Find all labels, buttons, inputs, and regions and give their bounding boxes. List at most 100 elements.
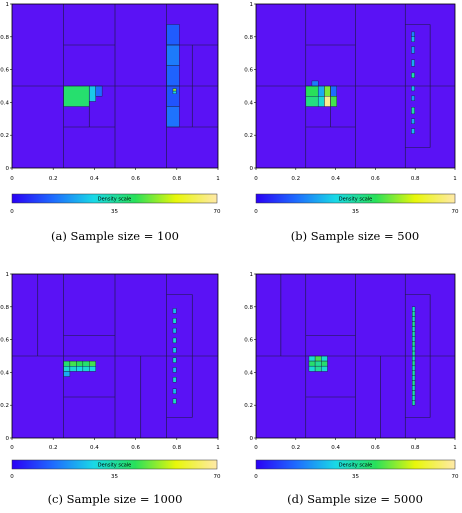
density-cell: [411, 128, 415, 134]
density-cell: [412, 400, 416, 406]
density-cell: [324, 85, 331, 97]
plot-frame: [255, 3, 456, 169]
plot-frame: [11, 273, 219, 439]
density-cell: [166, 44, 180, 66]
density-cell: [172, 337, 177, 344]
x-tick-label: 0.2: [291, 445, 300, 451]
x-tick-label: 0.6: [131, 176, 140, 182]
y-tick-label: 0.6: [244, 338, 253, 344]
density-cell: [172, 327, 177, 334]
density-cell: [412, 316, 416, 322]
y-tick-label: 1: [6, 2, 10, 8]
density-cell: [412, 326, 416, 332]
density-cell: [330, 96, 337, 107]
x-tick-label: 0.2: [49, 176, 58, 182]
density-cell: [89, 85, 96, 102]
colorbar-tick-label: 35: [111, 209, 118, 215]
density-cell: [321, 360, 328, 367]
density-cell: [172, 357, 177, 363]
x-tick-label: 0.4: [90, 445, 99, 451]
y-tick-label: 1: [250, 2, 254, 8]
density-cell: [411, 31, 415, 37]
x-tick-label: 0: [254, 445, 258, 451]
density-cell: [412, 341, 416, 347]
density-cell: [412, 306, 416, 312]
x-tick-label: 1: [216, 176, 220, 182]
colorbar: [11, 459, 218, 470]
colorbar-title: Density scale: [98, 462, 131, 468]
y-tick-label: 0.8: [244, 305, 253, 311]
y-tick-label: 0: [250, 436, 254, 442]
density-cell: [412, 370, 416, 376]
panel-caption: (c) Sample size = 1000: [48, 492, 183, 506]
panel-caption: (a) Sample size = 100: [51, 229, 179, 243]
colorbar-tick-label: 35: [352, 474, 359, 480]
density-cell: [412, 395, 416, 401]
x-tick-label: 0.2: [49, 445, 58, 451]
x-tick-label: 0.6: [371, 445, 380, 451]
density-cell: [308, 355, 316, 362]
y-tick-label: 0.4: [244, 370, 253, 376]
density-cell: [63, 360, 71, 367]
y-tick-label: 0.4: [244, 100, 253, 106]
density-cell: [412, 345, 416, 352]
x-tick-label: 0.4: [90, 176, 99, 182]
y-tick-label: 0.8: [244, 35, 253, 41]
colorbar-tick-label: 70: [214, 474, 221, 480]
y-tick-label: 0.6: [0, 68, 9, 74]
density-cell: [69, 366, 77, 372]
density-cell: [411, 36, 415, 42]
density-cell: [321, 355, 328, 362]
panel-b: 0 0.2 0.4 0.6 0.8 1 0 0.2 0.4 0.6 0.8 1 Density scal…: [244, 2, 459, 243]
density-cell: [172, 377, 177, 383]
colorbar: [11, 193, 218, 204]
x-tick-label: 0: [10, 176, 14, 182]
y-tick-label: 0.8: [0, 305, 9, 311]
density-cell: [314, 355, 322, 362]
density-cell: [317, 85, 325, 97]
x-tick-label: 0.8: [172, 445, 181, 451]
x-tick-label: 0.6: [371, 176, 380, 182]
density-cell: [330, 85, 337, 97]
density-cell: [63, 85, 90, 107]
density-cell: [166, 65, 180, 87]
density-cell: [412, 390, 416, 396]
density-cell: [82, 360, 90, 367]
density-cell: [82, 366, 90, 372]
density-cell: [324, 96, 331, 107]
density-cell: [314, 365, 322, 372]
density-cell: [69, 360, 77, 367]
density-cell: [412, 321, 416, 327]
x-tick-label: 1: [216, 445, 220, 451]
density-cell: [166, 106, 180, 128]
x-tick-label: 0: [10, 445, 14, 451]
y-tick-label: 0.2: [0, 403, 9, 409]
density-cell: [308, 360, 316, 367]
density-cell: [76, 360, 84, 367]
density-cell: [166, 24, 180, 46]
density-cell: [172, 318, 177, 324]
x-tick-label: 0.4: [331, 176, 340, 182]
colorbar: [255, 193, 456, 204]
colorbar-tick-label: 0: [10, 209, 14, 215]
y-tick-label: 0.4: [0, 100, 9, 106]
colorbar-tick-label: 70: [452, 209, 459, 215]
x-tick-label: 0.8: [411, 176, 420, 182]
density-cell: [411, 72, 415, 78]
density-cell: [412, 375, 416, 381]
density-cell: [63, 366, 71, 372]
y-tick-label: 0: [250, 166, 254, 172]
panel-a: 0 0.2 0.4 0.6 0.8 1 0 0.2 0.4 0.6 0.8 1 Density scal…: [0, 2, 221, 243]
y-tick-label: 0.6: [0, 338, 9, 344]
y-tick-label: 0.6: [244, 68, 253, 74]
density-cell: [311, 80, 319, 87]
density-cell: [308, 365, 316, 372]
panel-caption: (d) Sample size = 5000: [287, 492, 423, 506]
colorbar-tick-label: 70: [214, 209, 221, 215]
colorbar-tick-label: 35: [352, 209, 359, 215]
density-cell: [411, 59, 415, 67]
x-tick-label: 1: [453, 445, 457, 451]
density-cell: [172, 388, 177, 394]
density-cell: [411, 46, 415, 54]
